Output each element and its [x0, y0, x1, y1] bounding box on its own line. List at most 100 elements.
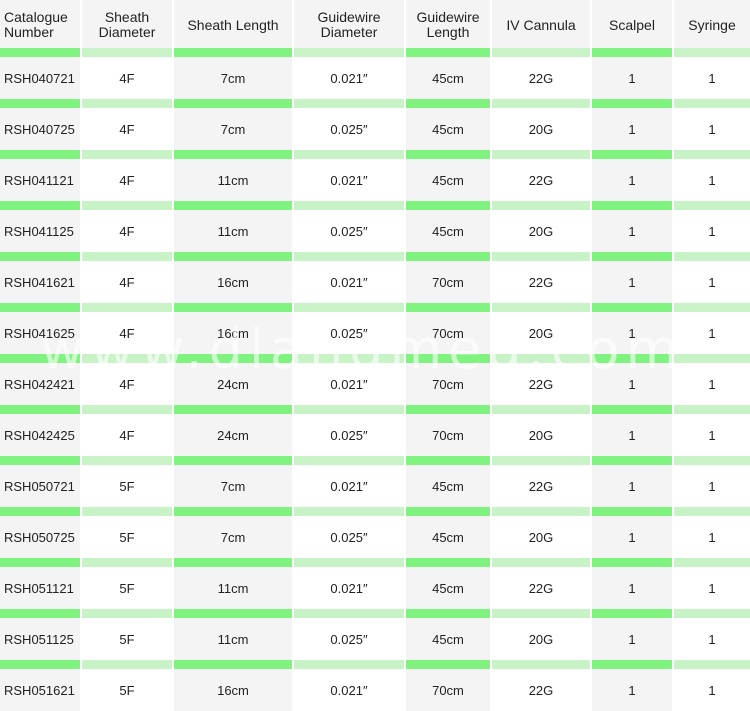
- cell-guidewire-diameter: 0.025″: [294, 516, 406, 558]
- cell-sheath-length: 11cm: [174, 618, 294, 660]
- cell-scalpel: 1: [592, 414, 674, 456]
- separator-cell: [82, 405, 174, 414]
- separator-cell: [674, 99, 750, 108]
- row-separator: [0, 99, 750, 108]
- separator-cell: [294, 354, 406, 363]
- cell-sheath-diameter: 4F: [82, 210, 174, 252]
- separator-cell: [0, 507, 82, 516]
- cell-iv-cannula: 22G: [492, 57, 592, 99]
- row-separator: [0, 558, 750, 567]
- cell-scalpel: 1: [592, 312, 674, 354]
- separator-cell: [492, 150, 592, 159]
- cell-syringe: 1: [674, 312, 750, 354]
- separator-cell: [674, 150, 750, 159]
- separator-cell: [592, 405, 674, 414]
- separator-cell: [592, 201, 674, 210]
- cell-sheath-diameter: 5F: [82, 618, 174, 660]
- separator-cell: [82, 456, 174, 465]
- separator-cell: [674, 660, 750, 669]
- cell-sheath-diameter: 5F: [82, 567, 174, 609]
- separator-cell: [0, 201, 82, 210]
- header-catalogue-number: Catalogue Number: [0, 0, 82, 48]
- separator-cell: [82, 99, 174, 108]
- cell-guidewire-diameter: 0.021″: [294, 261, 406, 303]
- separator-cell: [492, 99, 592, 108]
- separator-cell: [492, 507, 592, 516]
- separator-cell: [294, 558, 406, 567]
- cell-guidewire-length: 45cm: [406, 618, 492, 660]
- separator-cell: [406, 507, 492, 516]
- cell-catalogue-number: RSH042421: [0, 363, 82, 405]
- separator-cell: [406, 150, 492, 159]
- separator-cell: [592, 354, 674, 363]
- separator-cell: [492, 201, 592, 210]
- separator-cell: [406, 405, 492, 414]
- separator-cell: [174, 456, 294, 465]
- row-separator: [0, 405, 750, 414]
- separator-cell: [174, 660, 294, 669]
- cell-guidewire-diameter: 0.021″: [294, 465, 406, 507]
- separator-cell: [674, 456, 750, 465]
- separator-cell: [492, 252, 592, 261]
- cell-sheath-diameter: 4F: [82, 414, 174, 456]
- separator-cell: [174, 303, 294, 312]
- cell-sheath-diameter: 4F: [82, 159, 174, 201]
- cell-iv-cannula: 20G: [492, 312, 592, 354]
- table-header: Catalogue Number Sheath Diameter Sheath …: [0, 0, 750, 48]
- cell-iv-cannula: 22G: [492, 363, 592, 405]
- separator-cell: [174, 252, 294, 261]
- cell-guidewire-length: 70cm: [406, 261, 492, 303]
- header-guidewire-length: Guidewire Length: [406, 0, 492, 48]
- cell-sheath-diameter: 4F: [82, 108, 174, 150]
- separator-cell: [492, 660, 592, 669]
- row-separator: [0, 201, 750, 210]
- header-guidewire-diameter: Guidewire Diameter: [294, 0, 406, 48]
- cell-iv-cannula: 22G: [492, 465, 592, 507]
- cell-sheath-diameter: 5F: [82, 516, 174, 558]
- cell-scalpel: 1: [592, 618, 674, 660]
- cell-sheath-diameter: 5F: [82, 669, 174, 711]
- separator-cell: [674, 558, 750, 567]
- header-iv-cannula: IV Cannula: [492, 0, 592, 48]
- cell-sheath-diameter: 4F: [82, 261, 174, 303]
- separator-cell: [294, 456, 406, 465]
- cell-syringe: 1: [674, 108, 750, 150]
- separator-cell: [592, 150, 674, 159]
- cell-iv-cannula: 20G: [492, 414, 592, 456]
- table-row: RSH051621 5F 16cm 0.021″ 70cm 22G 1 1: [0, 669, 750, 711]
- separator-cell: [294, 201, 406, 210]
- separator-cell: [294, 252, 406, 261]
- cell-guidewire-length: 45cm: [406, 57, 492, 99]
- cell-scalpel: 1: [592, 210, 674, 252]
- table-row: RSH040725 4F 7cm 0.025″ 45cm 20G 1 1: [0, 108, 750, 150]
- cell-guidewire-length: 70cm: [406, 363, 492, 405]
- separator-cell: [174, 405, 294, 414]
- separator-cell: [674, 405, 750, 414]
- row-separator: [0, 507, 750, 516]
- separator-cell: [592, 303, 674, 312]
- separator-cell: [492, 48, 592, 57]
- separator-cell: [674, 201, 750, 210]
- separator-cell: [0, 354, 82, 363]
- cell-guidewire-length: 45cm: [406, 516, 492, 558]
- cell-iv-cannula: 20G: [492, 618, 592, 660]
- separator-cell: [406, 252, 492, 261]
- cell-iv-cannula: 20G: [492, 108, 592, 150]
- table-row: RSH050725 5F 7cm 0.025″ 45cm 20G 1 1: [0, 516, 750, 558]
- separator-cell: [492, 456, 592, 465]
- cell-catalogue-number: RSH051621: [0, 669, 82, 711]
- separator-cell: [492, 558, 592, 567]
- cell-catalogue-number: RSH041625: [0, 312, 82, 354]
- cell-syringe: 1: [674, 261, 750, 303]
- separator-cell: [592, 456, 674, 465]
- separator-cell: [0, 609, 82, 618]
- cell-scalpel: 1: [592, 567, 674, 609]
- row-separator: [0, 456, 750, 465]
- cell-guidewire-length: 45cm: [406, 159, 492, 201]
- separator-cell: [0, 456, 82, 465]
- cell-sheath-diameter: 5F: [82, 465, 174, 507]
- cell-syringe: 1: [674, 618, 750, 660]
- cell-guidewire-diameter: 0.021″: [294, 669, 406, 711]
- separator-cell: [174, 201, 294, 210]
- separator-cell: [82, 48, 174, 57]
